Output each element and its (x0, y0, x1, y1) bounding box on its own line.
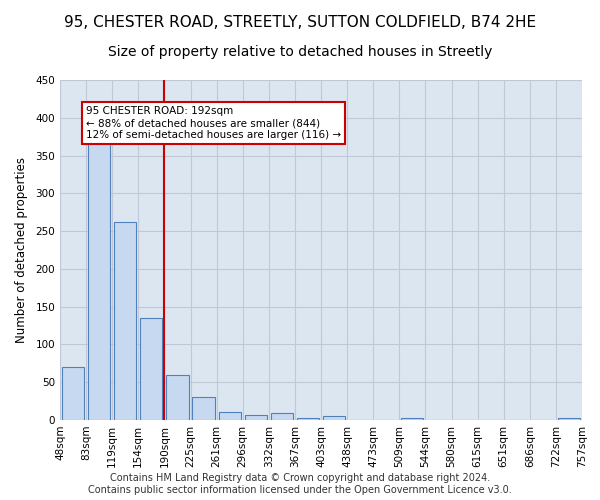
Bar (218, 412, 241, 420)
Bar (140, 318, 163, 420)
Bar (62, 367, 84, 420)
Bar (271, 413, 293, 420)
Text: Contains HM Land Registry data © Crown copyright and database right 2024.
Contai: Contains HM Land Registry data © Crown c… (88, 474, 512, 495)
Bar (297, 418, 319, 420)
Bar (323, 416, 345, 420)
Bar (245, 414, 267, 420)
Text: 95, CHESTER ROAD, STREETLY, SUTTON COLDFIELD, B74 2HE: 95, CHESTER ROAD, STREETLY, SUTTON COLDF… (64, 15, 536, 30)
Bar (193, 398, 215, 420)
Text: Size of property relative to detached houses in Streetly: Size of property relative to detached ho… (108, 45, 492, 59)
Bar (558, 418, 580, 420)
Y-axis label: Number of detached properties: Number of detached properties (16, 157, 28, 343)
Text: 95 CHESTER ROAD: 192sqm
← 88% of detached houses are smaller (844)
12% of semi-d: 95 CHESTER ROAD: 192sqm ← 88% of detache… (86, 106, 341, 140)
Bar (114, 222, 136, 420)
Bar (401, 418, 424, 420)
Bar (88, 136, 110, 420)
Bar (166, 374, 188, 420)
